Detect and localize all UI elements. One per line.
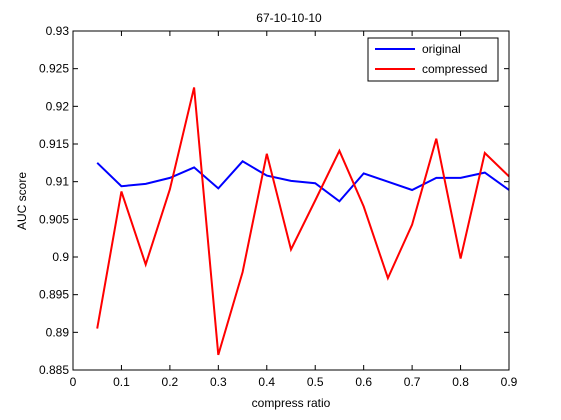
x-tick-label: 0	[70, 375, 77, 389]
x-axis: 0 0.1 0.2 0.3 0.4 0.5 0.6 0.7 0.8 0.9	[70, 31, 518, 389]
x-tick-label: 0.1	[113, 375, 130, 389]
x-tick-label: 0.8	[452, 375, 469, 389]
y-tick-label: 0.9	[52, 250, 69, 264]
y-tick-label: 0.92	[46, 99, 70, 113]
y-tick-label: 0.89	[46, 325, 70, 339]
x-tick-label: 0.5	[307, 375, 324, 389]
series-layer	[96, 87, 510, 356]
x-tick-label: 0.9	[501, 375, 518, 389]
x-axis-label: compress ratio	[252, 396, 331, 410]
y-axis: 0.885 0.89 0.895 0.9 0.905 0.91 0.915 0.92 0.925…	[39, 24, 509, 377]
y-tick-label: 0.885	[39, 363, 69, 377]
x-tick-label: 0.2	[162, 375, 179, 389]
y-tick-label: 0.91	[46, 175, 70, 189]
y-tick-label: 0.905	[39, 212, 69, 226]
x-tick-label: 0.4	[258, 375, 275, 389]
series-line-compressed	[96, 87, 510, 356]
legend-box	[367, 37, 499, 82]
plot-frame	[72, 30, 510, 371]
plot-area	[73, 31, 509, 370]
x-tick-label: 0.6	[355, 375, 372, 389]
y-tick-label: 0.915	[39, 137, 69, 151]
x-tick-label: 0.3	[210, 375, 227, 389]
y-tick-label: 0.895	[39, 288, 69, 302]
y-tick-label: 0.93	[46, 24, 70, 38]
y-tick-label: 0.925	[39, 62, 69, 76]
y-axis-label: AUC score	[15, 172, 29, 230]
series-line-original	[96, 160, 510, 203]
legend-label-original: original	[422, 42, 461, 56]
chart-title: 67-10-10-10	[256, 11, 322, 25]
legend-label-compressed: compressed	[422, 62, 487, 76]
legend: original compressed	[367, 37, 499, 82]
x-tick-label: 0.7	[404, 375, 421, 389]
